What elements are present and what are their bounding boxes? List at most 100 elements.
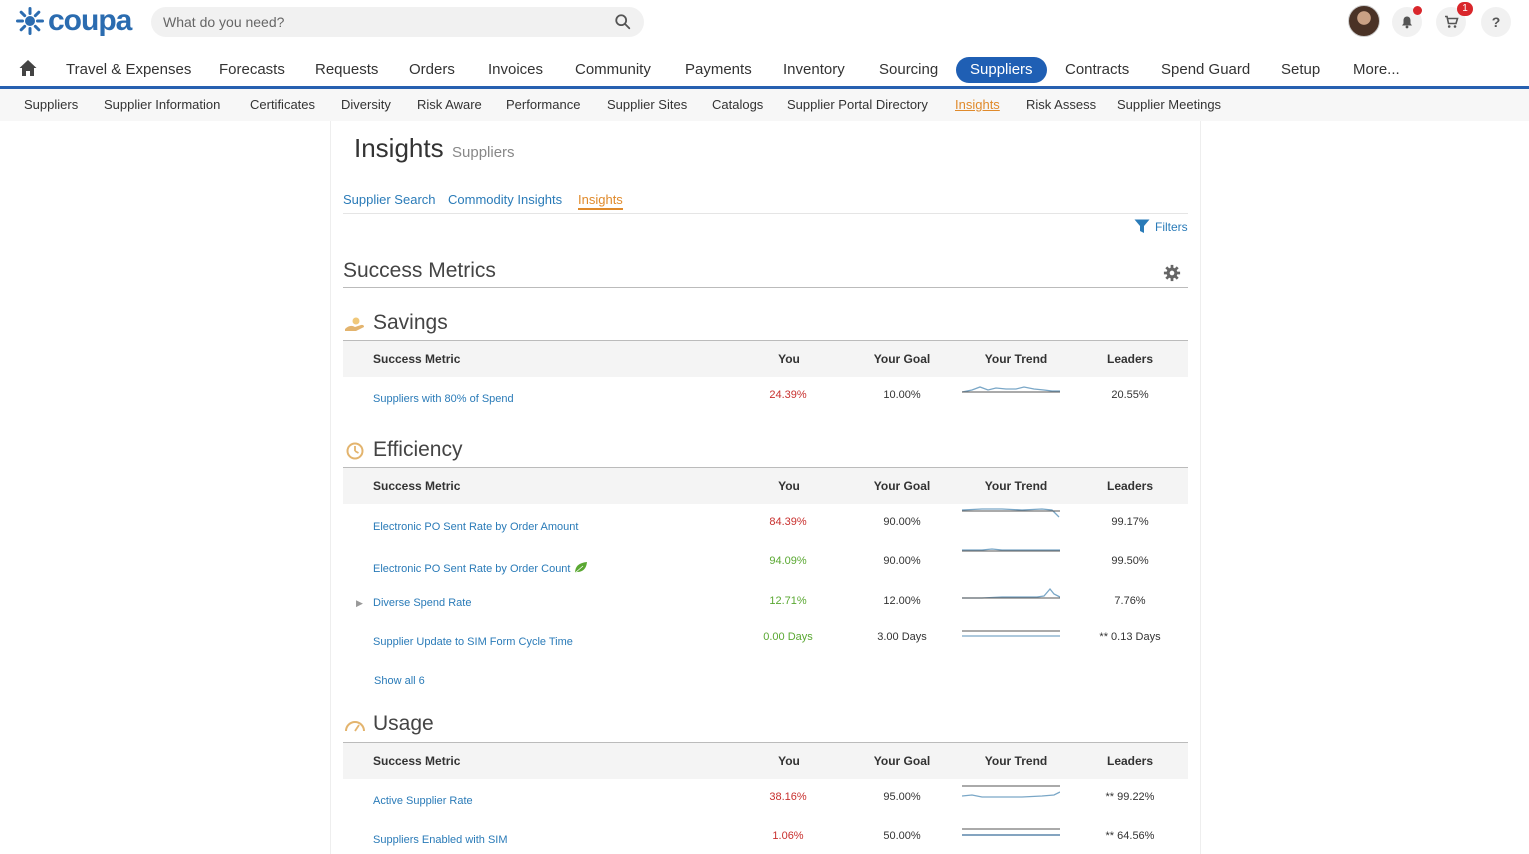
subnav-insights[interactable]: Insights: [955, 97, 1000, 112]
savings-divider: [343, 340, 1188, 341]
usage-divider: [343, 742, 1188, 743]
col-success-metric: Success Metric: [373, 352, 461, 366]
subnav-suppliers[interactable]: Suppliers: [24, 97, 79, 112]
trend-sparkline: [962, 630, 1060, 637]
tab-commodity-insights[interactable]: Commodity Insights: [448, 192, 563, 207]
leaders-value: 99.50%: [1111, 555, 1149, 567]
expand-row-icon[interactable]: ▶: [356, 598, 363, 608]
trend-sparkline: [962, 386, 1060, 393]
nav-spend-guard[interactable]: Spend Guard: [1161, 61, 1251, 78]
nav-orders[interactable]: Orders: [409, 61, 455, 78]
col-leaders: Leaders: [1106, 352, 1154, 366]
goal-value: 12.00%: [883, 595, 921, 607]
col-you: You: [778, 479, 800, 493]
col-your-goal: Your Goal: [873, 754, 931, 768]
col-success-metric: Success Metric: [373, 754, 461, 768]
nav-sourcing[interactable]: Sourcing: [879, 61, 939, 78]
page-subtitle: Suppliers: [452, 144, 515, 161]
savings-icon: [345, 317, 364, 331]
you-value: 94.09%: [769, 555, 807, 567]
subnav-supplier-information[interactable]: Supplier Information: [104, 97, 221, 112]
goal-value: 3.00 Days: [877, 631, 927, 643]
search-input[interactable]: [163, 14, 614, 30]
filters-button[interactable]: Filters: [1134, 219, 1188, 234]
usage-heading: Usage: [373, 712, 434, 735]
subnav-risk-assess[interactable]: Risk Assess: [1026, 97, 1097, 112]
usage-table-header: Success Metric You Your Goal Your Trend …: [343, 743, 1188, 779]
help-icon: ?: [1491, 14, 1501, 30]
metric-link-epo-by-amount[interactable]: Electronic PO Sent Rate by Order Amount: [373, 521, 579, 533]
cart-icon: [1444, 15, 1459, 28]
nav-contracts[interactable]: Contracts: [1065, 61, 1130, 78]
search-icon[interactable]: [614, 13, 632, 31]
subnav-risk-aware[interactable]: Risk Aware: [417, 97, 482, 112]
col-leaders: Leaders: [1106, 754, 1154, 768]
metric-link-epo-by-count[interactable]: Electronic PO Sent Rate by Order Count: [373, 561, 588, 575]
nav-forecasts[interactable]: Forecasts: [219, 61, 285, 78]
tab-supplier-search[interactable]: Supplier Search: [343, 192, 436, 207]
nav-payments[interactable]: Payments: [685, 61, 752, 78]
metric-link-active-supplier-rate[interactable]: Active Supplier Rate: [373, 795, 473, 807]
you-value: 24.39%: [769, 389, 807, 401]
goal-value: 95.00%: [883, 791, 921, 803]
bell-icon: [1402, 16, 1412, 29]
col-success-metric: Success Metric: [373, 479, 461, 493]
efficiency-table-header: Success Metric You Your Goal Your Trend …: [343, 468, 1188, 504]
nav-suppliers[interactable]: Suppliers: [956, 57, 1047, 83]
trend-sparkline: [962, 508, 1060, 518]
notification-dot: [1413, 6, 1422, 15]
leaf-icon: [575, 562, 588, 574]
nav-invoices[interactable]: Invoices: [488, 61, 544, 78]
savings-table-header: Success Metric You Your Goal Your Trend …: [343, 341, 1188, 377]
metric-link-diverse-spend[interactable]: Diverse Spend Rate: [373, 597, 472, 609]
you-value: 12.71%: [769, 595, 807, 607]
notifications-button[interactable]: [1392, 6, 1422, 37]
tabs-divider: [343, 213, 1188, 214]
trend-sparkline: [962, 587, 1060, 599]
you-value: 84.39%: [769, 516, 807, 528]
nav-inventory[interactable]: Inventory: [783, 61, 845, 78]
col-your-goal: Your Goal: [873, 352, 931, 366]
nav-community[interactable]: Community: [575, 61, 651, 78]
nav-requests[interactable]: Requests: [315, 61, 379, 78]
subnav-catalogs[interactable]: Catalogs: [712, 97, 764, 112]
metric-link-suppliers-80-spend[interactable]: Suppliers with 80% of Spend: [373, 393, 514, 405]
efficiency-divider: [343, 467, 1188, 468]
metric-link-suppliers-enabled-sim[interactable]: Suppliers Enabled with SIM: [373, 834, 508, 846]
subnav-supplier-portal-directory[interactable]: Supplier Portal Directory: [787, 97, 928, 112]
nav-travel-expenses[interactable]: Travel & Expenses: [66, 61, 192, 78]
page-title: Insights: [354, 133, 444, 163]
coupa-logo[interactable]: coupa: [14, 4, 132, 38]
trend-sparkline: [962, 785, 1060, 798]
show-all-link[interactable]: Show all 6: [374, 675, 425, 687]
efficiency-heading: Efficiency: [373, 438, 463, 461]
trend-sparkline: [962, 828, 1060, 836]
success-metrics-heading: Success Metrics: [343, 259, 496, 282]
subnav-diversity[interactable]: Diversity: [341, 97, 391, 112]
subnav-supplier-sites[interactable]: Supplier Sites: [607, 97, 688, 112]
goal-value: 10.00%: [883, 389, 921, 401]
global-search[interactable]: [151, 7, 644, 37]
filter-icon: [1134, 219, 1150, 233]
filters-label: Filters: [1155, 219, 1188, 234]
main-navigation: Travel & Expenses Forecasts Requests Ord…: [0, 52, 1529, 86]
cart-button[interactable]: 1: [1436, 2, 1473, 37]
nav-setup[interactable]: Setup: [1281, 61, 1321, 78]
help-button[interactable]: ?: [1481, 7, 1511, 37]
subnav-performance[interactable]: Performance: [506, 97, 581, 112]
nav-more[interactable]: More...: [1353, 61, 1400, 78]
subnav-certificates[interactable]: Certificates: [250, 97, 316, 112]
user-avatar[interactable]: [1348, 5, 1380, 37]
you-value: 0.00 Days: [763, 631, 813, 643]
goal-value: 90.00%: [883, 555, 921, 567]
gear-icon[interactable]: [1163, 264, 1181, 282]
col-you: You: [778, 754, 800, 768]
top-bar: coupa 1 ?: [0, 0, 1529, 44]
leaders-value: 20.55%: [1111, 389, 1149, 401]
subnav-supplier-meetings[interactable]: Supplier Meetings: [1117, 97, 1222, 112]
tab-insights[interactable]: Insights: [578, 192, 623, 210]
goal-value: 50.00%: [883, 830, 921, 842]
metric-link-sim-cycle-time[interactable]: Supplier Update to SIM Form Cycle Time: [373, 636, 573, 648]
leaders-value: ** 64.56%: [1105, 830, 1155, 842]
home-icon[interactable]: [18, 58, 38, 78]
